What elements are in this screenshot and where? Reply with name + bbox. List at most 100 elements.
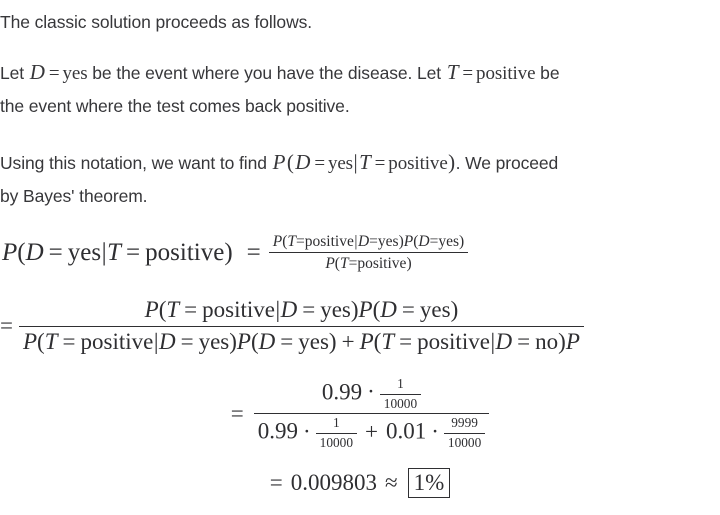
math-probability-P-3: P — [359, 328, 374, 354]
equation-bayes-expanded: = P(T = positive|D = yes)P(D = yes) P(T = positi… — [0, 296, 720, 357]
math-conditional-bar-2: | — [490, 328, 496, 354]
math-probability-P-2: P — [236, 328, 251, 354]
math-paren-close: ) — [398, 233, 404, 250]
notation-text-part2: . We proceed — [455, 153, 559, 173]
denominator-fraction-1: 1 10000 — [315, 415, 357, 451]
math-equals-sign: = — [48, 238, 63, 266]
equation1-relation: = — [246, 238, 261, 266]
math-equals-sign-3: = — [280, 328, 294, 354]
math-variable-T: T — [359, 150, 371, 174]
math-variable-D-2: D — [258, 328, 276, 354]
math-variable-T: T — [107, 238, 122, 266]
equation3-numerator: 0.99 · 1 10000 — [253, 376, 490, 415]
math-probability-P: P — [272, 233, 283, 250]
math-paren-close-3: ) — [558, 328, 566, 354]
equation1-denominator: P(T=positive) — [269, 253, 468, 273]
math-equals-sign: = — [296, 233, 305, 250]
definition-text-line2: the event where the test comes back posi… — [0, 96, 350, 116]
equation1-lhs: P(D = yes|T = positive) — [2, 239, 239, 267]
math-value-positive: positive — [202, 297, 275, 322]
math-value-positive: positive — [388, 153, 448, 174]
math-value-positive: positive — [357, 255, 407, 273]
math-value-no: no — [535, 328, 559, 354]
math-value-positive: positive — [304, 233, 354, 250]
paragraph-notation: Using this notation, we want to find P(D… — [0, 146, 716, 213]
math-equals-sign-2: = — [374, 153, 386, 174]
math-equals-sign: = — [62, 328, 76, 354]
math-probability-P: P — [272, 150, 286, 174]
math-probability-P: P — [144, 297, 159, 322]
math-value-yes: yes — [198, 328, 230, 354]
math-equals-sign-2: = — [369, 233, 378, 250]
denominator-fraction-1-numerator: 1 — [315, 415, 357, 435]
math-probability-P-2: P — [403, 233, 414, 250]
prior-numerator: 1 — [379, 376, 422, 395]
equation2-fraction: P(T = positive|D = yes)P(D = yes) P(T = positive… — [18, 296, 584, 357]
denominator-coefficient-1: 0.99 — [257, 418, 298, 444]
math-equals-sign-4: = — [399, 328, 413, 354]
math-paren-close: ) — [224, 238, 233, 266]
notation-text-line2: by Bayes' theorem. — [0, 186, 148, 206]
math-approx-sign: ≈ — [384, 470, 398, 495]
math-paren-open-2: ( — [413, 233, 419, 250]
math-value-yes-2: yes — [298, 328, 329, 354]
math-equals-sign-2: = — [462, 63, 474, 84]
denominator-fraction-2-numerator: 9999 — [443, 415, 486, 435]
math-paren-close: ) — [350, 297, 359, 322]
result-value: 0.009803 — [290, 470, 377, 495]
math-multiplication-dot: · — [367, 379, 375, 405]
math-probability-P-2: P — [358, 297, 373, 322]
math-paren-close: ) — [229, 328, 237, 354]
math-equals-sign: = — [348, 255, 358, 273]
math-plus-sign: + — [365, 418, 378, 444]
paragraph-intro: The classic solution proceeds as follows… — [0, 6, 716, 39]
definition-text-part3: be — [535, 63, 560, 83]
math-variable-T: T — [44, 328, 58, 354]
math-paren-open: ( — [17, 238, 26, 266]
paragraph-definition: Let D = yes be the event where you have th… — [0, 56, 716, 123]
math-value-positive-2: positive — [417, 328, 490, 354]
math-equals-sign: = — [48, 63, 60, 84]
math-variable-D-3: D — [495, 328, 513, 354]
math-value-yes-2: yes — [438, 233, 460, 250]
math-equals-sign: = — [314, 153, 325, 174]
math-value-yes: yes — [377, 233, 399, 250]
boxed-answer: 1% — [407, 468, 451, 499]
equation2-denominator: P(T = positive|D = yes)P(D = yes) + P(T = positive… — [19, 327, 584, 357]
math-paren-open: ( — [158, 297, 167, 322]
math-equals-sign-5: = — [517, 328, 531, 354]
math-conditional-bar: | — [153, 328, 159, 354]
math-paren-close: ) — [406, 255, 412, 273]
math-paren-open: ( — [334, 255, 340, 273]
math-variable-D-2: D — [380, 297, 397, 322]
math-equals-sign-2: = — [126, 238, 141, 266]
equation3-denominator: 0.99 · 1 10000 +0.01 · 9999 10000 — [254, 414, 489, 451]
math-conditional-bar: | — [354, 233, 358, 250]
math-variable-T: T — [287, 233, 297, 250]
equation2-relation: = — [0, 313, 13, 339]
math-value-yes: yes — [327, 153, 353, 174]
math-value-yes: yes — [320, 297, 351, 322]
math-paren-open-2: ( — [250, 328, 259, 354]
math-probability-P: P — [22, 328, 38, 354]
math-variable-D: D — [357, 233, 370, 250]
math-variable-D-2: D — [418, 233, 430, 250]
math-conditional-bar: | — [353, 150, 358, 174]
math-equals-sign-3: = — [401, 297, 415, 322]
equation1-numerator: P(T=positive|D=yes)P(D=yes) — [268, 232, 469, 254]
math-multiplication-dot-2: · — [431, 418, 439, 444]
math-conditional-bar: | — [275, 297, 281, 322]
math-variable-D: D — [280, 297, 298, 322]
math-probability-P: P — [325, 255, 335, 273]
math-probability-P: P — [2, 238, 18, 266]
math-variable-D: D — [29, 60, 45, 84]
math-value-yes: yes — [62, 63, 88, 84]
math-probability-P-4: P — [565, 328, 580, 354]
definition-text-part2: be the event where you have the disease.… — [87, 63, 446, 83]
denominator-coefficient-2: 0.01 — [385, 418, 427, 444]
math-paren-close-2: ) — [459, 233, 465, 250]
equation-bayes-statement: P(D = yes|T = positive) = P(T=positive|D=yes)… — [2, 232, 469, 274]
math-variable-T: T — [339, 255, 349, 273]
definition-text-part1: Let — [0, 63, 29, 83]
